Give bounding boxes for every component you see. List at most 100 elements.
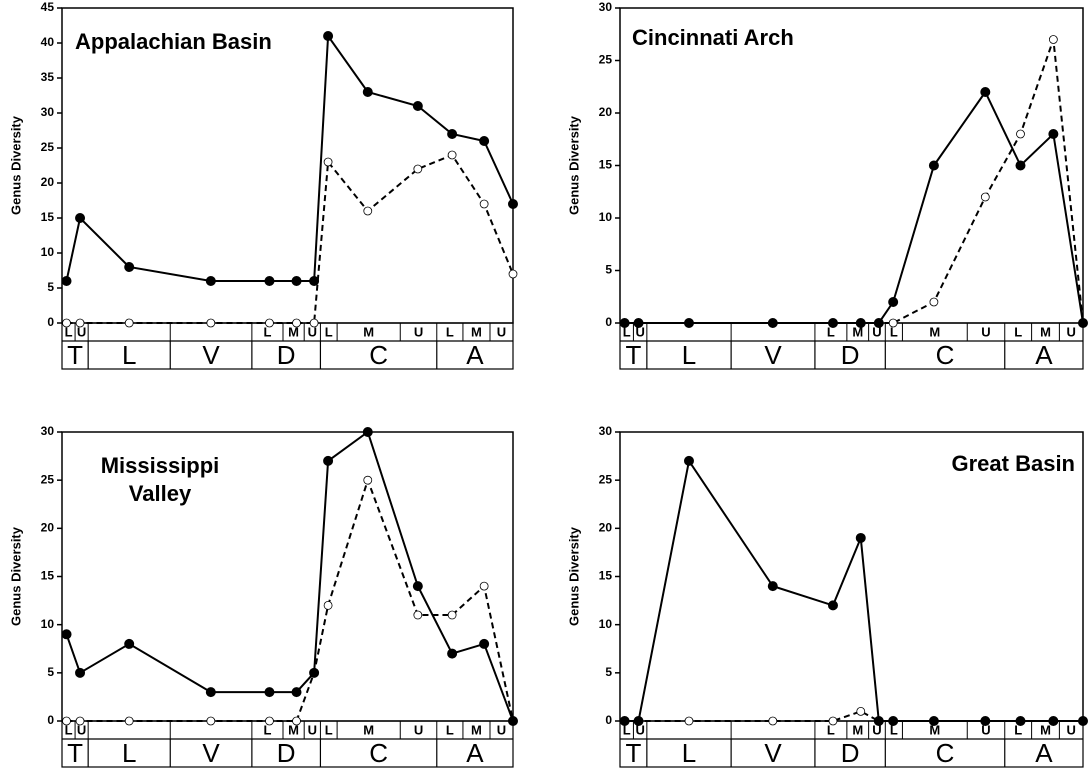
filled-point xyxy=(767,318,778,328)
x-tick-label: U xyxy=(77,722,86,737)
filled-point xyxy=(827,318,838,328)
series-line xyxy=(66,477,514,722)
x-tick-label: M xyxy=(852,324,863,339)
filled-point xyxy=(447,648,458,659)
x-tick-label: U xyxy=(308,722,317,737)
y-tick-label: 15 xyxy=(599,158,613,172)
y-tick-label: 5 xyxy=(47,665,54,679)
filled-point xyxy=(928,160,939,171)
filled-point xyxy=(1078,318,1088,328)
filled-point xyxy=(619,716,630,726)
x-tick-label: U xyxy=(1066,324,1075,339)
open-point xyxy=(447,610,457,620)
open-point xyxy=(62,716,71,726)
open-point xyxy=(479,581,489,591)
y-tick-label: 15 xyxy=(41,210,55,224)
series-line xyxy=(624,39,1084,324)
open-point xyxy=(413,610,423,620)
x-tick-label: U xyxy=(872,324,881,339)
open-point xyxy=(75,716,85,726)
filled-point xyxy=(264,687,275,698)
x-tick-label: M xyxy=(288,324,299,339)
y-tick-label: 35 xyxy=(41,70,55,84)
stage-label: L xyxy=(122,340,136,370)
open-point xyxy=(929,297,939,307)
open-point xyxy=(1048,35,1058,44)
y-tick-label: 0 xyxy=(605,315,612,329)
x-tick-label: L xyxy=(65,722,73,737)
y-tick-label: 40 xyxy=(41,35,55,49)
open-point xyxy=(508,269,518,279)
filled-point xyxy=(683,318,694,328)
y-tick-label: 10 xyxy=(599,617,613,631)
x-tick-label: U xyxy=(872,722,881,737)
open-point xyxy=(768,716,778,726)
series-line xyxy=(65,33,514,282)
x-tick-label: L xyxy=(890,722,898,737)
y-tick-label: 5 xyxy=(605,665,612,679)
open-point xyxy=(980,192,990,202)
x-tick-label: M xyxy=(1040,324,1051,339)
filled-point xyxy=(888,297,899,307)
open-point xyxy=(323,157,333,167)
y-tick-label: 5 xyxy=(47,280,54,294)
filled-point xyxy=(75,213,86,223)
x-tick-label: U xyxy=(1066,722,1075,737)
stage-label: V xyxy=(202,738,220,768)
filled-point xyxy=(75,667,86,678)
open-point xyxy=(292,716,301,726)
filled-point xyxy=(873,716,884,726)
y-tick-label: 30 xyxy=(41,105,55,119)
x-tick-label: U xyxy=(497,722,506,737)
y-axis-label: Genus Diversity xyxy=(566,115,581,215)
filled-point xyxy=(855,532,866,543)
filled-point xyxy=(479,638,490,649)
x-tick-label: L xyxy=(65,324,73,339)
stage-label: L xyxy=(682,340,696,370)
x-tick-label: U xyxy=(308,324,317,339)
y-tick-label: 25 xyxy=(599,53,613,67)
stage-label: T xyxy=(625,738,641,768)
y-axis-label: Genus Diversity xyxy=(566,526,581,626)
filled-point xyxy=(508,716,518,726)
open-point xyxy=(206,318,216,328)
series-line xyxy=(624,710,1083,722)
filled-point xyxy=(1078,716,1088,726)
filled-point xyxy=(1048,716,1059,726)
filled-point xyxy=(508,199,518,209)
x-tick-label: L xyxy=(446,722,454,737)
stage-label: D xyxy=(841,340,860,370)
stage-label: D xyxy=(277,340,296,370)
open-point xyxy=(62,318,71,328)
x-tick-label: L xyxy=(263,722,271,737)
y-axis-label: Genus Diversity xyxy=(8,115,23,215)
stage-label: V xyxy=(202,340,220,370)
filled-point xyxy=(362,87,373,97)
filled-point xyxy=(1048,129,1059,139)
chart-title: Appalachian Basin xyxy=(75,29,272,54)
filled-point xyxy=(619,318,630,328)
stage-label: V xyxy=(764,738,782,768)
x-tick-label: M xyxy=(929,722,940,737)
stage-label: V xyxy=(764,340,782,370)
x-tick-label: L xyxy=(325,722,333,737)
filled-point xyxy=(633,318,644,328)
x-tick-label: M xyxy=(363,324,374,339)
stage-label: C xyxy=(936,340,955,370)
filled-point xyxy=(928,716,939,726)
stage-label: T xyxy=(67,340,83,370)
stage-label: T xyxy=(67,738,83,768)
filled-point xyxy=(309,276,320,286)
filled-point xyxy=(479,136,490,146)
stage-label: C xyxy=(936,738,955,768)
filled-point xyxy=(827,600,838,611)
open-point xyxy=(323,601,333,610)
filled-point xyxy=(61,629,72,640)
x-tick-label: M xyxy=(363,722,374,737)
x-tick-label: U xyxy=(497,324,506,339)
filled-point xyxy=(264,276,275,286)
y-axis-label: Genus Diversity xyxy=(8,526,23,626)
chart-title: Great Basin xyxy=(951,451,1076,476)
x-tick-label: L xyxy=(623,324,631,339)
